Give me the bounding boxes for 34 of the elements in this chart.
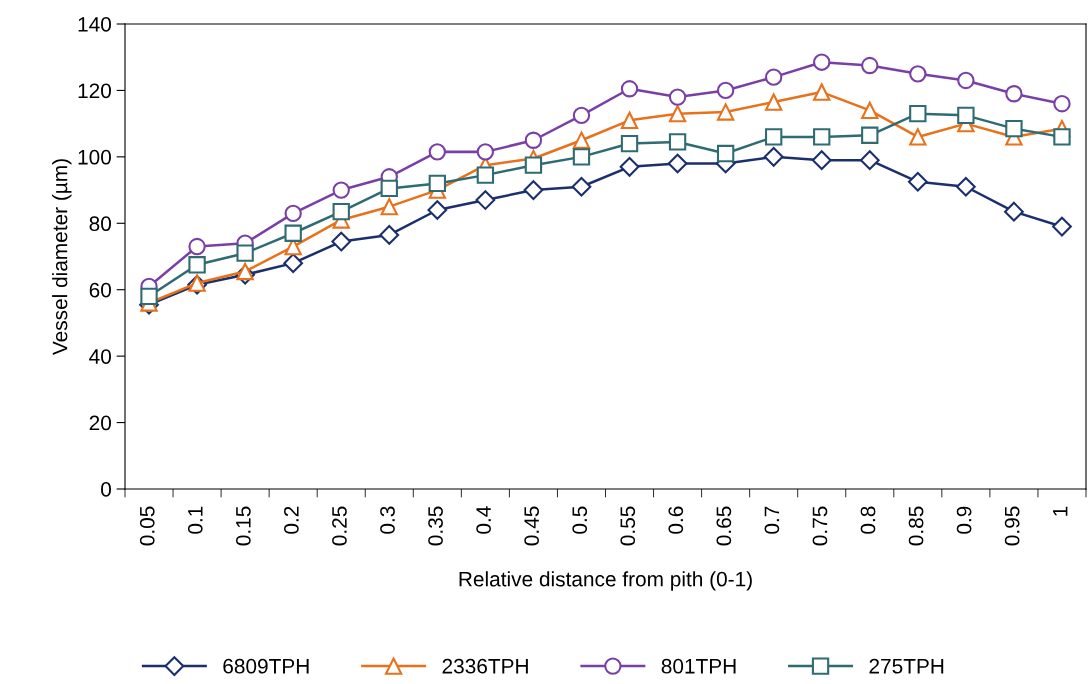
x-tick-label: 0.9 <box>956 506 972 534</box>
x-tick-label: 0.05 <box>139 506 155 546</box>
legend-label: 275TPH <box>869 658 944 674</box>
y-tick-label: 0 <box>101 482 111 497</box>
x-tick-label: 0.8 <box>860 506 876 534</box>
x-tick-label: 0.45 <box>524 506 540 546</box>
legend-label: 6809TPH <box>223 658 309 674</box>
y-tick-label: 20 <box>89 415 111 431</box>
y-tick-label: 40 <box>89 349 111 364</box>
x-tick-label: 0.65 <box>716 506 732 546</box>
x-tick-label: 1 <box>1053 506 1068 516</box>
x-tick-label: 0.3 <box>380 506 395 534</box>
y-tick-label: 140 <box>78 17 111 32</box>
x-tick-label: 0.85 <box>908 506 924 546</box>
x-tick-label: 0.4 <box>476 506 491 534</box>
y-axis-title: Vessel diameter (µm) <box>52 159 72 356</box>
x-tick-label: 0.2 <box>284 506 299 534</box>
x-tick-label: 0.55 <box>620 506 636 546</box>
x-tick-label: 0.95 <box>1004 506 1020 546</box>
x-tick-label: 0.15 <box>235 506 251 546</box>
x-tick-label: 0.75 <box>812 506 828 546</box>
y-tick-label: 80 <box>89 216 111 232</box>
x-tick-label: 0.35 <box>428 506 443 546</box>
legend-label: 2336TPH <box>442 658 528 674</box>
x-tick-label: 0.25 <box>332 506 347 546</box>
legend-label: 801TPH <box>661 658 736 674</box>
x-tick-label: 0.1 <box>187 506 203 534</box>
y-tick-label: 60 <box>89 282 111 298</box>
x-axis-title: Relative distance from pith (0-1) <box>459 571 752 591</box>
x-tick-label: 0.5 <box>572 506 588 534</box>
x-tick-label: 0.7 <box>764 506 780 534</box>
y-tick-label: 120 <box>78 83 111 99</box>
x-tick-label: 0.6 <box>668 506 684 534</box>
y-tick-label: 100 <box>78 149 111 165</box>
